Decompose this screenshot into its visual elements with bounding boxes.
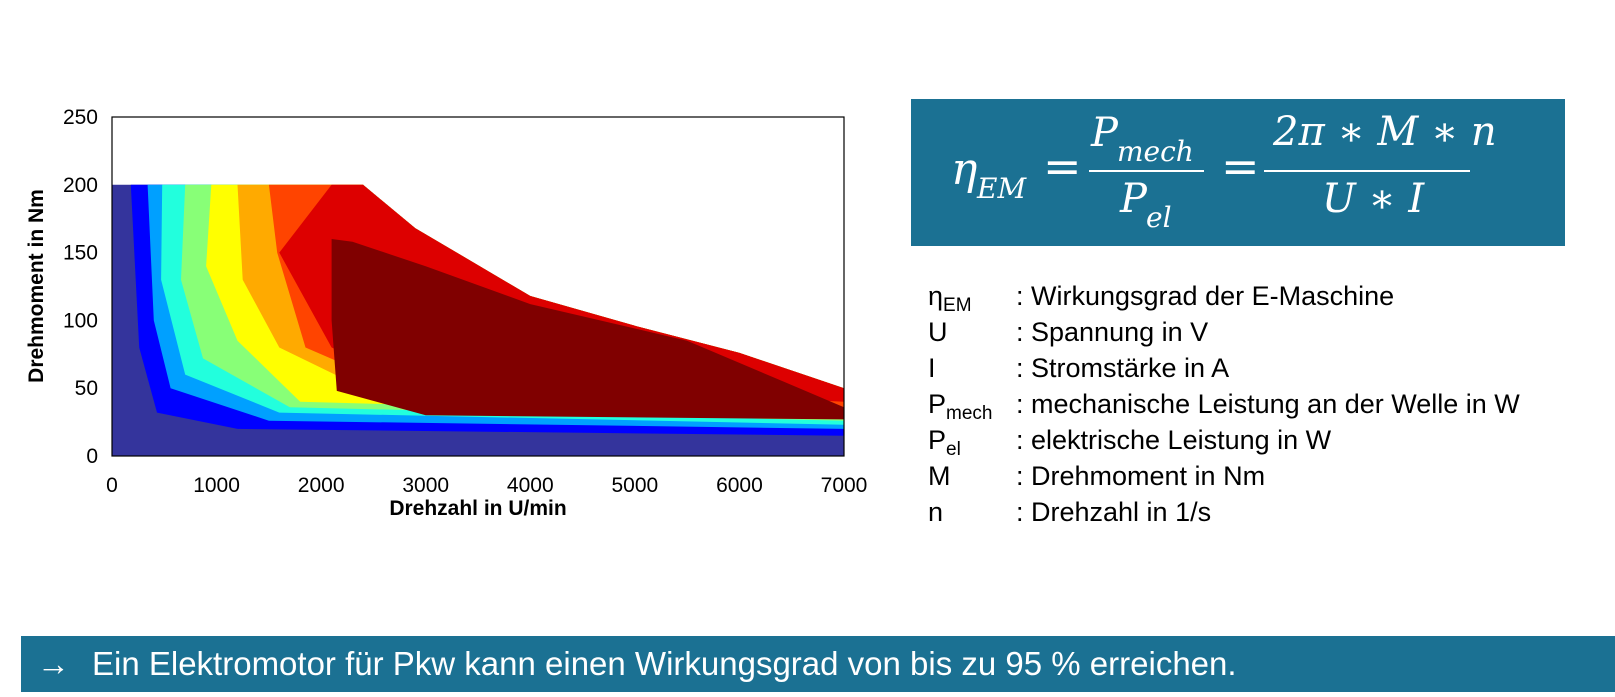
y-tick-label: 200 [63,174,98,197]
x-tick-label: 6000 [716,474,763,497]
arrow-right-icon: → [37,645,70,682]
legend-description: : Drehmoment in Nm [1016,461,1266,491]
legend-description: : elektrische Leistung in W [1016,425,1332,455]
conclusion-text: Ein Elektromotor für Pkw kann einen Wirk… [92,645,1237,682]
legend-symbol: U [928,314,948,350]
formula-numerator-1-subscript: mech [1117,135,1194,168]
legend-symbol-main: η [928,281,944,311]
formula-eta: η [951,144,978,195]
fraction-line-1 [1089,170,1204,172]
efficiency-map-chart: 0 1000 2000 3000 4000 5000 6000 7000 0 50 100 150 2… [25,106,867,520]
x-axis-ticks: 0 1000 2000 3000 4000 5000 6000 7000 [106,474,867,497]
x-tick-label: 7000 [821,474,868,497]
legend-symbol-subscript: mech [946,403,993,424]
y-tick-label: 100 [63,309,98,332]
x-tick-label: 5000 [611,474,658,497]
formula-numerator-2: 2π ∗ M ∗ n [1273,109,1497,155]
y-tick-label: 50 [75,377,98,400]
y-tick-label: 0 [86,445,98,468]
plot-frame [111,116,845,457]
efficiency-formula: η EM = P mech P el = 2π ∗ M ∗ n U ∗ I [911,99,1565,246]
x-tick-label: 4000 [507,474,554,497]
legend-symbol: I [928,350,936,386]
y-axis-ticks: 0 50 100 150 200 250 [63,106,98,468]
efficiency-level-9 [331,239,844,420]
x-tick-label: 2000 [298,474,345,497]
legend-symbol-main: M [928,461,951,491]
y-tick-label: 150 [63,242,98,265]
formula-denominator-2: U ∗ I [1322,176,1425,222]
legend-description: : Spannung in V [1016,317,1209,347]
formula-denominator-1-subscript: el [1146,201,1172,234]
x-tick-label: 1000 [193,474,240,497]
fraction-line-2 [1264,170,1470,172]
legend-symbol-subscript: el [946,439,961,460]
formula-equals-1: = [1043,139,1082,193]
legend-symbol-subscript: EM [943,295,972,316]
legend-description: : mechanische Leistung an der Welle in W [1016,389,1520,419]
legend-symbol-main: P [928,389,947,419]
legend-symbol: Pel [928,422,961,468]
legend-description: : Stromstärke in A [1016,353,1230,383]
y-tick-label: 250 [63,106,98,129]
y-axis-label: Drehmoment in Nm [25,189,48,383]
legend-symbol-main: n [928,497,944,527]
x-axis-label: Drehzahl in U/min [389,497,566,520]
x-tick-label: 0 [106,474,118,497]
formula-equals-2: = [1221,139,1260,193]
legend-description: : Drehzahl in 1/s [1016,497,1212,527]
legend-symbol: n [928,494,943,530]
formula-eta-subscript: EM [977,172,1027,205]
legend-symbol-main: U [928,317,948,347]
x-tick-label: 3000 [402,474,449,497]
legend-description: : Wirkungsgrad der E-Maschine [1016,281,1395,311]
formula-numerator-1: P [1091,110,1118,156]
legend-symbol: Pmech [928,386,992,432]
efficiency-contours [112,184,844,456]
legend-symbol: ηEM [928,278,972,324]
formula-denominator-1: P [1120,176,1147,222]
legend-symbol-main: P [928,425,947,455]
conclusion-banner: → Ein Elektromotor für Pkw kann einen Wi… [21,636,1615,692]
legend-symbol: M [928,458,951,494]
legend-symbol-main: I [928,353,936,383]
